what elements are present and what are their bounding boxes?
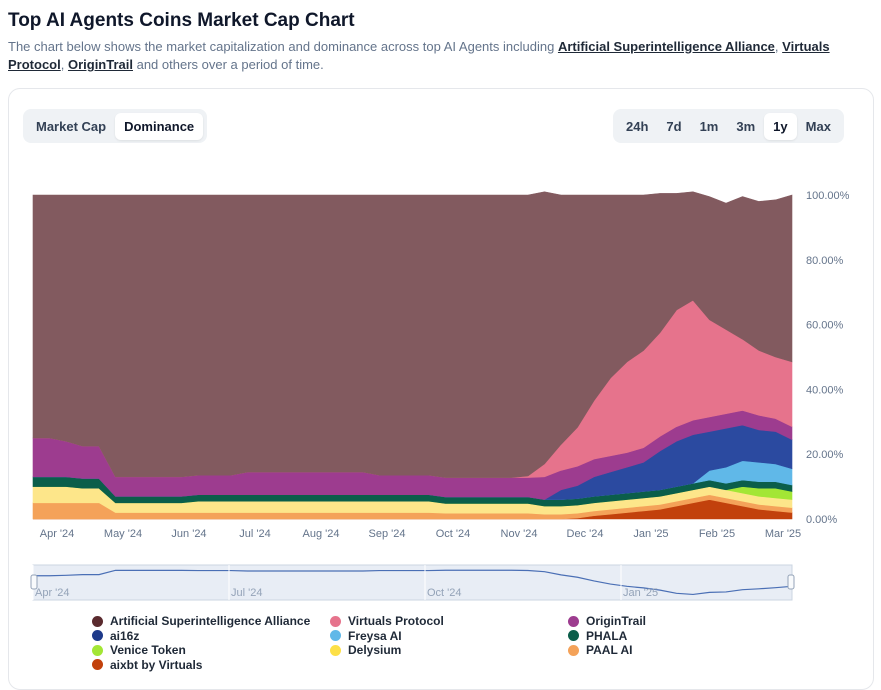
link-virtuals-protocol[interactable]: Virtuals Protocol <box>8 39 830 72</box>
x-tick-label: Nov '24 <box>501 528 538 540</box>
legend-swatch <box>92 659 103 671</box>
x-tick-label: Jan '25 <box>633 528 668 540</box>
navigator-right-handle[interactable] <box>787 574 795 590</box>
legend-swatch <box>92 615 103 627</box>
legend-label: OriginTrail <box>586 614 647 629</box>
y-tick-label: 80.00% <box>806 255 844 267</box>
view-toggle: Market Cap Dominance <box>23 109 208 143</box>
subtitle-sep-2: , <box>60 57 68 72</box>
range-1m-button[interactable]: 1m <box>699 118 719 134</box>
navigator-tick-label: Jan '25 <box>623 587 658 599</box>
x-tick-label: Oct '24 <box>436 528 471 540</box>
market-cap-tab[interactable]: Market Cap <box>36 118 107 134</box>
legend-label: Virtuals Protocol <box>348 614 444 629</box>
dominance-tab[interactable]: Dominance <box>115 112 204 140</box>
range-7d-button[interactable]: 7d <box>666 118 682 134</box>
legend-item[interactable]: aixbt by Virtuals <box>92 658 330 673</box>
legend-swatch <box>92 644 103 656</box>
legend-item[interactable]: OriginTrail <box>568 614 806 629</box>
legend-label: PHALA <box>586 628 628 643</box>
legend-item[interactable]: Venice Token <box>92 643 330 658</box>
x-tick-label: Jun '24 <box>171 528 206 540</box>
legend-swatch <box>330 644 341 656</box>
legend-swatch <box>568 630 579 642</box>
legend-swatch <box>330 630 341 642</box>
range-24h-button[interactable]: 24h <box>626 118 649 134</box>
legend-label: ai16z <box>110 628 140 643</box>
x-tick-label: Jul '24 <box>239 528 270 540</box>
y-tick-label: 0.00% <box>806 514 837 526</box>
navigator-tick-label: Jul '24 <box>231 587 262 599</box>
link-origintrail[interactable]: OriginTrail <box>67 57 133 72</box>
x-tick-label: May '24 <box>104 528 142 540</box>
legend-swatch <box>92 630 103 642</box>
subtitle-prefix: The chart below shows the market capital… <box>8 39 558 54</box>
y-tick-label: 20.00% <box>806 449 844 461</box>
link-asi-alliance[interactable]: Artificial Superintelligence Alliance <box>557 39 775 54</box>
range-1y-button[interactable]: 1y <box>764 112 797 140</box>
y-tick-label: 100.00% <box>806 190 850 202</box>
x-tick-label: Feb '25 <box>699 528 735 540</box>
navigator-line <box>33 569 793 596</box>
chart-legend: Artificial Superintelligence Alliance Vir… <box>92 614 852 672</box>
legend-label: PAAL AI <box>586 643 633 658</box>
legend-label: Freysa AI <box>348 628 402 643</box>
dominance-chart: 0.00% 20.00% 40.00% 60.00% 80.00% 100.00% Apr … <box>30 190 850 601</box>
range-toggle: 24h 7d 1m 3m 1y Max <box>613 109 844 143</box>
subtitle-sep-1: , <box>774 39 783 54</box>
legend-item[interactable]: Artificial Superintelligence Alliance <box>92 614 330 629</box>
range-max-button[interactable]: Max <box>805 118 831 134</box>
x-tick-label: Dec '24 <box>567 528 604 540</box>
legend-swatch <box>330 615 341 627</box>
legend-label: aixbt by Virtuals <box>110 657 203 672</box>
navigator-left-handle[interactable] <box>30 574 38 590</box>
legend-label: Venice Token <box>110 643 186 658</box>
legend-item[interactable]: Freysa AI <box>330 629 568 644</box>
x-tick-label: Sep '24 <box>369 528 406 540</box>
range-3m-button[interactable]: 3m <box>736 118 756 134</box>
legend-label: Artificial Superintelligence Alliance <box>110 614 311 629</box>
legend-item[interactable]: Virtuals Protocol <box>330 614 568 629</box>
legend-item[interactable]: ai16z <box>92 629 330 644</box>
legend-label: Delysium <box>348 643 402 658</box>
page-subtitle: The chart below shows the market capital… <box>8 38 868 74</box>
legend-item[interactable]: PHALA <box>568 629 806 644</box>
navigator-tick-label: Oct '24 <box>427 587 462 599</box>
series-area-artificial-superintelligence-alliance <box>32 191 793 478</box>
y-tick-label: 40.00% <box>806 384 844 396</box>
navigator-tick-label: Apr '24 <box>35 587 70 599</box>
x-tick-label: Mar '25 <box>765 528 801 540</box>
legend-item[interactable]: PAAL AI <box>568 643 806 658</box>
legend-swatch <box>568 615 579 627</box>
x-tick-label: Apr '24 <box>40 528 75 540</box>
page-title: Top AI Agents Coins Market Cap Chart <box>8 10 355 31</box>
x-tick-label: Aug '24 <box>303 528 340 540</box>
subtitle-suffix: and others over a period of time. <box>132 57 324 72</box>
legend-item[interactable]: Delysium <box>330 643 568 658</box>
y-tick-label: 60.00% <box>806 320 844 332</box>
legend-swatch <box>568 644 579 656</box>
